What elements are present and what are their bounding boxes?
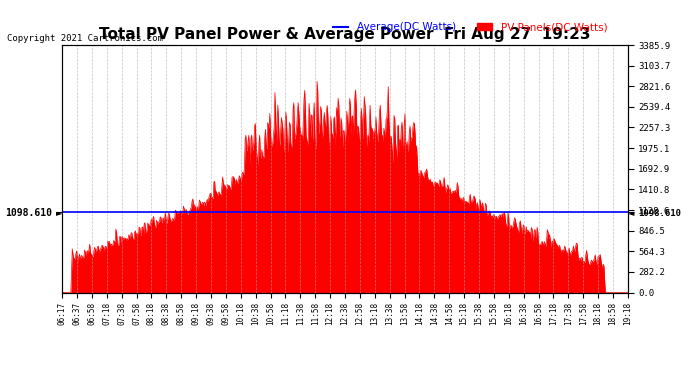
Text: Copyright 2021 Cartronics.com: Copyright 2021 Cartronics.com [7,34,163,43]
Title: Total PV Panel Power & Average Power  Fri Aug 27  19:23: Total PV Panel Power & Average Power Fri… [99,27,591,42]
Text: ►: ► [56,208,62,217]
Text: ◄: ◄ [628,208,634,217]
Legend: Average(DC Watts), PV Panels(DC Watts): Average(DC Watts), PV Panels(DC Watts) [328,18,611,36]
